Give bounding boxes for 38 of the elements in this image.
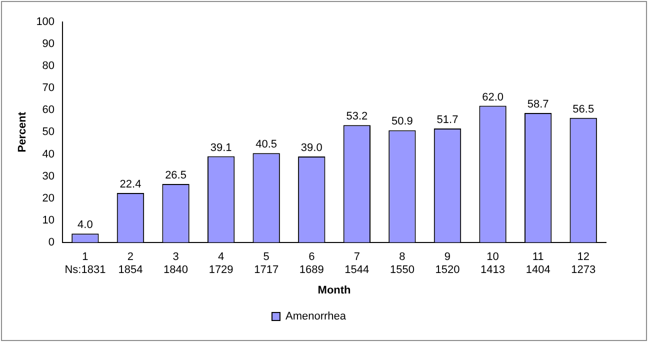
legend-label: Amenorrhea [285,310,347,323]
data-label: 50.9 [391,116,413,128]
x-tick-label: 8 1550 [390,251,414,276]
data-label: 51.7 [436,114,458,126]
data-label: 4.0 [78,219,93,232]
x-tick-label: 7 1544 [344,251,370,276]
data-label: 22.4 [120,178,142,191]
x-tick-label: 11 1404 [526,251,550,276]
data-label: 62.0 [482,91,504,104]
x-tick-label: 10 1413 [480,251,506,276]
data-label: 40.5 [256,138,278,151]
x-tick-label: 1 Ns:1831 [64,251,106,276]
x-tick-label: 12 1273 [571,251,596,276]
y-tick-label: 60 [42,104,55,116]
x-tick-label: 6 1689 [299,251,324,276]
x-tick-label: 9 1520 [435,251,460,276]
data-label: 39.0 [300,142,322,154]
y-tick-label: 100 [36,16,55,28]
y-axis-title: Percent [16,112,29,152]
data-label: 56.5 [572,103,594,116]
y-tick-label: 80 [42,60,55,72]
y-tick-label: 70 [42,82,55,94]
x-tick-label: 5 1717 [254,251,279,276]
x-axis-title: Month [318,284,352,296]
y-tick-label: 0 [48,236,55,248]
y-tick-label: 40 [42,148,55,160]
data-label: 26.5 [165,170,186,182]
data-label: 58.7 [527,98,549,111]
y-tick-label: 50 [42,126,55,138]
y-tick-label: 30 [42,170,55,182]
x-tick-label: 2 1854 [118,251,143,276]
y-tick-label: 10 [42,214,55,226]
y-tick-label: 90 [42,38,55,50]
data-label: 53.2 [346,110,368,123]
data-label: 39.1 [210,142,232,154]
y-tick-label: 20 [42,192,55,204]
x-tick-label: 4 1729 [208,251,234,276]
x-tick-label: 3 1840 [164,251,188,276]
